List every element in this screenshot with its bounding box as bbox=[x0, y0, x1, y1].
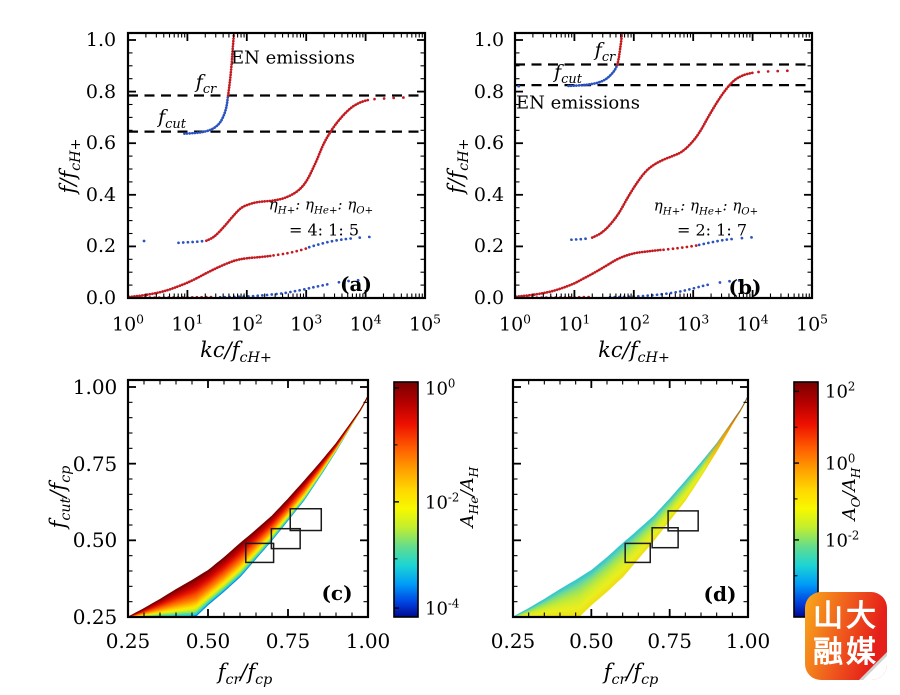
panel-a-letter: (a) bbox=[340, 272, 372, 296]
panel-d-x-tick-label: 0.50 bbox=[569, 629, 614, 653]
panel-d-x-tick-label: 1.00 bbox=[725, 629, 771, 653]
panel-c-colorbar-tick-label: 100 bbox=[425, 376, 456, 400]
panel-a-fcr-label: fcr bbox=[195, 71, 217, 97]
panel-b-x-tick-label: 105 bbox=[795, 312, 829, 336]
panel-a-x-tick-label: 101 bbox=[171, 312, 204, 336]
panel-d-colorbar-tick-label: 102 bbox=[825, 379, 856, 403]
panel-b-en-emissions-label: EN emissions bbox=[516, 92, 640, 114]
panel-a-y-tick-label: 0.0 bbox=[85, 287, 117, 309]
panel-a-fcut-label: fcut bbox=[158, 106, 186, 132]
panel-a-y-tick-label: 1.0 bbox=[85, 29, 117, 51]
panel-b-y-tick-label: 0.8 bbox=[473, 80, 505, 103]
panel-b-letter: (b) bbox=[728, 275, 762, 299]
panel-a-y-tick-label: 0.2 bbox=[85, 235, 117, 258]
panel-a-x-tick-label: 102 bbox=[230, 312, 263, 336]
panel-c-x-axis-label: fcr/fcp bbox=[217, 659, 273, 689]
panel-c-x-tick-label: 0.25 bbox=[105, 629, 151, 653]
panel-c-colorbar-tick-label: 10-4 bbox=[425, 596, 460, 620]
panel-c-x-tick-label: 0.75 bbox=[265, 629, 311, 653]
panel-b-x-tick-label: 101 bbox=[558, 312, 591, 336]
panel-a-en-emissions-label: EN emissions bbox=[231, 47, 355, 69]
panel-d-x-tick-label: 0.75 bbox=[647, 629, 692, 653]
panel-d-letter: (d) bbox=[703, 582, 737, 606]
panel-c-y-tick-label: 0.25 bbox=[72, 605, 118, 629]
panel-a-x-tick-label: 103 bbox=[290, 312, 323, 336]
panel-b-fcr-label: fcr bbox=[594, 39, 616, 65]
panel-c-y-tick-label: 0.75 bbox=[72, 451, 118, 476]
panel-c-y-tick-label: 1.00 bbox=[72, 374, 118, 399]
panel-a-eta-ratio-label: ηH+: ηHe+: ηO+ bbox=[268, 195, 374, 217]
panel-b-x-tick-label: 103 bbox=[677, 312, 710, 336]
panel-a-x-tick-label: 100 bbox=[111, 312, 145, 336]
panel-a-y-tick-label: 0.4 bbox=[85, 183, 117, 206]
panel-b-x-axis-label: kc/fcH+ bbox=[598, 337, 670, 367]
panel-a-x-tick-label: 104 bbox=[349, 312, 382, 336]
panel-b-ratio-value: = 2: 1: 7 bbox=[677, 220, 747, 240]
panel-b-y-tick-label: 0.4 bbox=[473, 183, 505, 206]
panel-b-fcut-label: fcut bbox=[554, 61, 582, 87]
panel-b-x-tick-label: 104 bbox=[736, 312, 769, 336]
shanda-rongmei-logo: 山大 融媒 bbox=[805, 592, 887, 680]
panel-a-x-axis-label: kc/fcH+ bbox=[200, 337, 272, 367]
panel-c-x-tick-label: 1.00 bbox=[345, 629, 391, 653]
panel-c-colorbar-tick-label: 10-2 bbox=[425, 490, 460, 514]
panel-b-y-tick-label: 0.0 bbox=[473, 287, 505, 309]
panel-d-colorbar-tick-label: 10-2 bbox=[825, 528, 860, 552]
panel-d-colorbar-label: AO/AH bbox=[839, 467, 863, 521]
panel-d-x-axis-label: fcr/fcp bbox=[603, 659, 659, 689]
logo-text-line1: 山大 bbox=[813, 599, 879, 634]
panel-b-y-axis-label: f/fcH+ bbox=[443, 138, 473, 194]
panel-d-x-tick-label: 0.25 bbox=[490, 629, 536, 653]
panel-c-y-tick-label: 0.50 bbox=[72, 528, 118, 553]
panel-d-colorbar-tick-label: 100 bbox=[825, 451, 856, 475]
logo-page-curl bbox=[863, 656, 887, 680]
panel-b-y-tick-label: 0.6 bbox=[473, 132, 505, 155]
panel-c-y-axis-label: fcut/fcp bbox=[45, 465, 75, 529]
panel-b-x-tick-label: 100 bbox=[498, 312, 532, 336]
panel-c-x-tick-label: 0.50 bbox=[185, 629, 231, 653]
panel-b-y-tick-label: 0.2 bbox=[473, 235, 505, 258]
panel-c-letter: (c) bbox=[321, 581, 353, 605]
panel-a-ratio-value: = 4: 1: 5 bbox=[289, 220, 359, 240]
panel-a-y-tick-label: 0.6 bbox=[85, 132, 117, 155]
panel-a-y-axis-label: f/fcH+ bbox=[55, 138, 85, 194]
panel-b-eta-ratio-label: ηH+: ηHe+: ηO+ bbox=[653, 196, 759, 218]
panel-a-y-tick-label: 0.8 bbox=[85, 80, 117, 103]
panel-b-x-tick-label: 102 bbox=[617, 312, 650, 336]
panel-b-y-tick-label: 1.0 bbox=[473, 29, 505, 51]
panel-a-x-tick-label: 105 bbox=[408, 312, 442, 336]
panel-c-colorbar-label: AHe/AH bbox=[457, 466, 481, 528]
